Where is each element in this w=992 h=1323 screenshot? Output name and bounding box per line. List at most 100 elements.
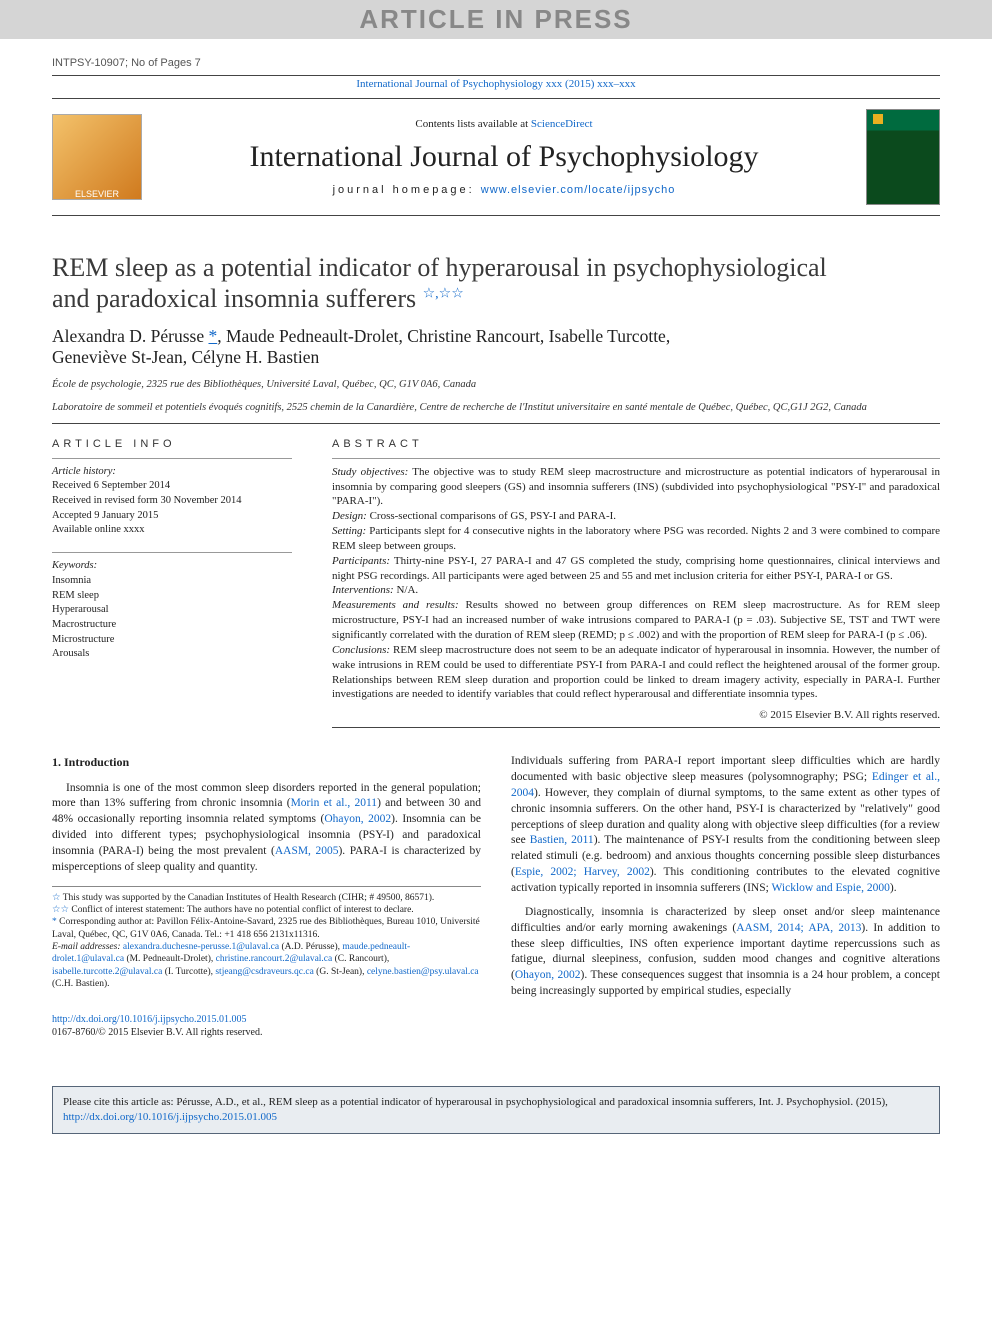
citation-link[interactable]: Morin et al., 2011 [291,797,378,809]
abstract-label-participants: Participants: [332,555,390,567]
email-label: E-mail addresses: [52,942,123,952]
email-who: (I. Turcotte), [162,967,215,977]
rule-top [52,75,940,76]
section-title-introduction: 1. Introduction [52,754,481,771]
article-in-press-banner: ARTICLE IN PRESS [0,0,992,39]
corresponding-author-mark[interactable]: * [208,326,217,346]
title-line-2: and paradoxical insomnia sufferers [52,284,416,313]
article-history-block: Article history: Received 6 September 20… [52,458,292,538]
footnotes-block: ☆ This study was supported by the Canadi… [52,886,481,991]
body-paragraph: Diagnostically, insomnia is characterize… [511,905,940,1000]
citation-link[interactable]: AASM, 2014; APA, 2013 [736,922,861,934]
footnote-star-icon: ☆☆ [52,905,69,915]
title-footnote-stars[interactable]: ☆,☆☆ [423,287,464,302]
author-list: Alexandra D. Pérusse *, Maude Pedneault-… [52,326,940,368]
keywords-label: Keywords: [52,559,292,574]
footnote-star-icon: ☆ [52,893,61,903]
rule-under-header [52,215,940,216]
abstract-column: abstract Study objectives: The objective… [332,438,940,728]
keyword-item: Macrostructure [52,618,292,633]
doi-block: http://dx.doi.org/10.1016/j.ijpsycho.201… [52,1013,481,1041]
abstract-body: Study objectives: The objective was to s… [332,458,940,723]
intro-paragraph-1: Insomnia is one of the most common sleep… [52,781,481,876]
keyword-item: REM sleep [52,589,292,604]
footnote-text: Conflict of interest statement: The auth… [69,905,414,915]
citation-link[interactable]: Wicklow and Espie, 2000 [772,882,890,894]
abstract-design: Cross-sectional comparisons of GS, PSY-I… [367,510,616,522]
contents-line: Contents lists available at ScienceDirec… [164,118,844,130]
body-text: ). [890,882,897,894]
email-link[interactable]: celyne.bastien@psy.ulaval.ca [367,967,479,977]
author-segment-2: Geneviève St-Jean, Célyne H. Bastien [52,347,319,367]
keywords-block: Keywords: Insomnia REM sleep Hyperarousa… [52,552,292,662]
email-who: (C.H. Bastien). [52,979,110,989]
abstract-label-measurements: Measurements and results: [332,599,459,611]
email-link[interactable]: christine.rancourt.2@ulaval.ca [216,954,333,964]
email-who: (M. Pedneault-Drolet), [124,954,216,964]
email-link[interactable]: isabelle.turcotte.2@ulaval.ca [52,967,162,977]
history-item: Received in revised form 30 November 201… [52,494,292,509]
citation-link[interactable]: Ohayon, 2002 [324,813,391,825]
keyword-item: Microstructure [52,633,292,648]
citation-box: Please cite this article as: Pérusse, A.… [52,1086,940,1134]
history-item: Accepted 9 January 2015 [52,509,292,524]
citation-link[interactable]: Bastien, 2011 [530,834,594,846]
email-who: (C. Rancourt), [332,954,389,964]
keyword-item: Hyperarousal [52,603,292,618]
affiliation-1: École de psychologie, 2325 rue des Bibli… [52,378,940,392]
citation-doi-link[interactable]: http://dx.doi.org/10.1016/j.ijpsycho.201… [63,1111,277,1123]
abstract-copyright: © 2015 Elsevier B.V. All rights reserved… [332,708,940,723]
footnote-text: This study was supported by the Canadian… [61,893,435,903]
affiliation-2: Laboratoire de sommeil et potentiels évo… [52,401,940,415]
journal-title: International Journal of Psychophysiolog… [164,140,844,174]
journal-cover-thumbnail [866,109,940,205]
body-paragraph: Individuals suffering from PARA-I report… [511,754,940,897]
email-link[interactable]: stjeang@csdraveurs.qc.ca [215,967,313,977]
citation-link[interactable]: Ohayon, 2002 [515,969,581,981]
journal-reference-line: International Journal of Psychophysiolog… [52,78,940,90]
footnote-corresponding: * Corresponding author at: Pavillon Féli… [52,916,481,941]
abstract-label-design: Design: [332,510,367,522]
citation-link[interactable]: AASM, 2005 [275,845,339,857]
body-columns: 1. Introduction Insomnia is one of the m… [52,754,940,1040]
abstract-heading: abstract [332,438,940,450]
article-id-meta: INTPSY-10907; No of Pages 7 [52,57,940,69]
abstract-label-interventions: Interventions: [332,584,394,596]
citation-link[interactable]: Espie, 2002; Harvey, 2002 [515,866,650,878]
keyword-item: Arousals [52,647,292,662]
info-abstract-row: article info Article history: Received 6… [52,423,940,728]
article-info-heading: article info [52,438,292,450]
abstract-label-setting: Setting: [332,525,366,537]
author-segment-1b: , Maude Pedneault-Drolet, Christine Ranc… [217,326,670,346]
abstract-label-conclusions: Conclusions: [332,644,390,656]
contents-prefix: Contents lists available at [415,118,530,130]
abstract-label-objectives: Study objectives: [332,466,408,478]
abstract-interventions: N/A. [394,584,418,596]
elsevier-logo: ELSEVIER [52,114,142,200]
doi-link[interactable]: http://dx.doi.org/10.1016/j.ijpsycho.201… [52,1014,247,1025]
history-item: Received 6 September 2014 [52,479,292,494]
history-item: Available online xxxx [52,523,292,538]
homepage-line: journal homepage: www.elsevier.com/locat… [164,184,844,196]
journal-header: ELSEVIER Contents lists available at Sci… [52,101,940,213]
email-who: (A.D. Pérusse), [279,942,342,952]
history-label: Article history: [52,465,292,480]
abstract-setting: Participants slept for 4 consecutive nig… [332,525,940,552]
page-container: INTPSY-10907; No of Pages 7 Internationa… [0,39,992,1070]
citation-text: Please cite this article as: Pérusse, A.… [63,1096,888,1108]
article-title: REM sleep as a potential indicator of hy… [52,252,940,314]
title-line-1: REM sleep as a potential indicator of hy… [52,253,827,282]
sciencedirect-link[interactable]: ScienceDirect [531,118,593,130]
article-info-column: article info Article history: Received 6… [52,438,292,728]
footnote-coi: ☆☆ Conflict of interest statement: The a… [52,904,481,916]
body-column-left: 1. Introduction Insomnia is one of the m… [52,754,481,1040]
author-segment-1: Alexandra D. Pérusse [52,326,208,346]
footnote-text: Corresponding author at: Pavillon Félix-… [52,917,480,939]
email-who: (G. St-Jean), [314,967,367,977]
rule-under-abstract [332,727,940,728]
journal-reference-link[interactable]: International Journal of Psychophysiolog… [356,78,635,90]
email-link[interactable]: alexandra.duchesne-perusse.1@ulaval.ca [123,942,279,952]
keyword-item: Insomnia [52,574,292,589]
homepage-link[interactable]: www.elsevier.com/locate/ijpsycho [481,184,676,196]
body-column-right: Individuals suffering from PARA-I report… [511,754,940,1040]
